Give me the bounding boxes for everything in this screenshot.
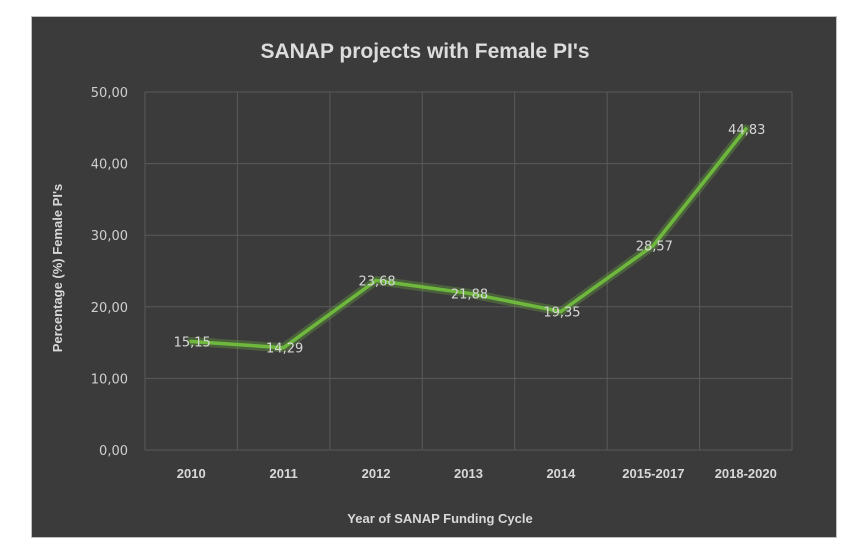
y-tick-label: 40,00 [91,158,128,173]
y-tick-label: 20,00 [91,301,128,316]
chart-title: SANAP projects with Female PI's [260,40,589,63]
y-axis-title: Percentage (%) Female PI's [50,184,65,353]
y-axis-ticks: 0,00 10,00 20,00 30,00 40,00 50,00 [91,86,128,459]
data-label: 28,57 [636,239,673,254]
x-tick-label: 2015-2017 [622,466,684,481]
y-tick-label: 10,00 [91,372,128,387]
data-point [374,278,378,283]
x-axis-ticks: 2010 2011 2012 2013 2014 2015-2017 2018-2020 [177,466,777,481]
data-label: 19,35 [543,305,580,320]
chart-frame [31,16,837,538]
data-point [559,309,563,314]
y-tick-label: 30,00 [91,229,128,244]
x-tick-label: 2011 [270,466,298,481]
y-tick-label: 0,00 [99,444,128,459]
x-tick-label: 2018-2020 [715,466,777,481]
data-point [743,127,748,131]
series-glow [186,124,751,353]
data-point [466,291,471,296]
data-point [281,345,286,350]
data-label: 23,68 [358,274,395,289]
data-label: 14,29 [266,342,303,357]
data-labels: 15,15 14,29 23,68 21,88 19,35 28,57 44,83 [174,123,766,357]
x-tick-label: 2010 [177,466,206,481]
x-tick-label: 2014 [546,466,576,481]
data-label: 15,15 [174,336,211,351]
x-axis-title: Year of SANAP Funding Cycle [347,511,532,526]
x-tick-label: 2012 [362,466,391,481]
gridlines [144,91,793,451]
y-tick-label: 50,00 [91,86,128,101]
data-point [651,243,656,248]
data-point [189,339,194,344]
series-layer [186,124,751,353]
x-tick-label: 2013 [454,466,483,481]
data-label: 44,83 [728,123,765,138]
data-label: 21,88 [451,287,488,302]
